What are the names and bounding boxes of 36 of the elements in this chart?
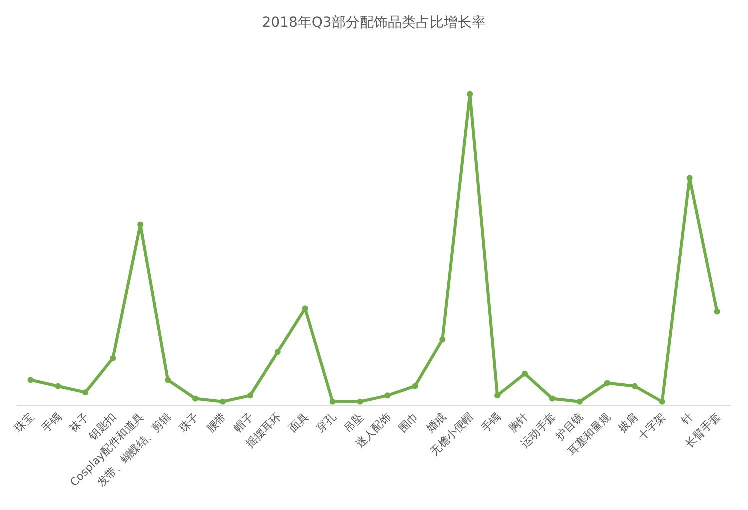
point xyxy=(330,398,336,405)
point xyxy=(384,392,391,399)
x-tick-label: 手镯 xyxy=(39,410,64,436)
point xyxy=(274,349,281,356)
point xyxy=(576,398,583,405)
x-tick-label: 手镯 xyxy=(478,410,504,436)
point xyxy=(55,383,62,390)
point xyxy=(82,390,89,396)
point xyxy=(467,91,474,98)
point xyxy=(28,377,34,384)
chart-title: 2018年Q3部分配饰品类占比增长率 xyxy=(262,14,486,31)
point xyxy=(550,396,556,402)
point xyxy=(440,336,446,343)
x-tick-label: 披肩 xyxy=(616,410,641,436)
point xyxy=(494,392,501,399)
point xyxy=(632,383,638,390)
point xyxy=(192,396,198,402)
x-tick-label: 珠子 xyxy=(176,410,202,436)
point xyxy=(220,398,226,405)
point xyxy=(604,380,610,386)
x-tick-label: 针 xyxy=(678,410,696,428)
point xyxy=(247,392,254,399)
point xyxy=(165,377,172,384)
point xyxy=(659,398,666,405)
x-tick-label: 穿孔 xyxy=(314,410,339,436)
x-tick-label: 吊坠 xyxy=(342,410,366,436)
x-tick-label: 面具 xyxy=(286,410,312,436)
x-tick-label: 腰带 xyxy=(204,410,229,436)
point xyxy=(110,355,116,362)
point xyxy=(714,308,720,315)
x-tick-label: 珠宝 xyxy=(12,410,37,436)
point xyxy=(357,398,364,405)
point xyxy=(412,383,418,390)
x-tick-label: 围巾 xyxy=(396,410,422,436)
x-tick-label: 婚戒 xyxy=(424,410,449,436)
point xyxy=(522,370,528,377)
